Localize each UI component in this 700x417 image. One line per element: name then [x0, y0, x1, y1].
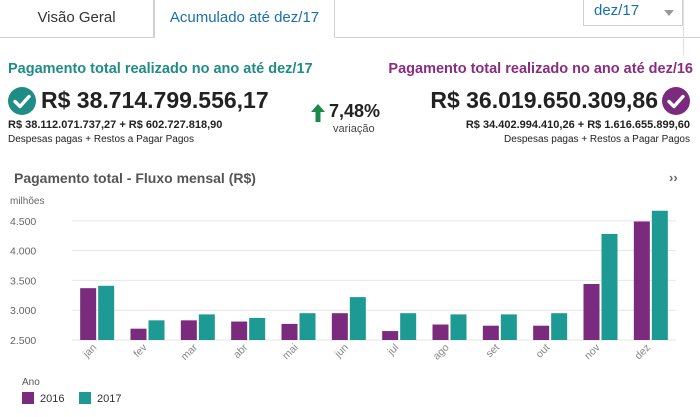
tab-bar: Visão Geral Acumulado até dez/17 — [0, 0, 700, 38]
bar-2017-jul — [400, 313, 417, 340]
y-tick-label: 4.000 — [10, 246, 36, 258]
legend-swatch — [22, 392, 34, 404]
bar-2016-out — [533, 325, 550, 340]
bar-2016-fev — [130, 328, 147, 340]
current-title: Pagamento total realizado no ano até dez… — [8, 61, 313, 77]
bar-2017-set — [500, 314, 517, 340]
period-select-value: dez/17 — [594, 2, 640, 19]
x-tick-label: set — [484, 342, 502, 360]
bar-2017-jan — [98, 285, 115, 340]
tab-divider — [0, 37, 700, 38]
legend-label: 2017 — [97, 393, 122, 405]
bar-2016-jan — [80, 288, 97, 340]
x-tick-label: jun — [332, 342, 351, 361]
x-tick-label: mar — [179, 341, 201, 363]
x-tick-label: jul — [385, 342, 402, 359]
legend-item-2017[interactable]: 2017 — [79, 392, 121, 405]
current-breakdown-label: Despesas pagas + Restos a Pagar Pagos — [8, 134, 194, 145]
bar-2016-jun — [331, 313, 348, 340]
bar-2017-jun — [349, 297, 366, 340]
y-tick-label: 3.000 — [10, 305, 36, 317]
check-icon — [8, 87, 36, 115]
previous-total: R$ 36.019.650.309,86 — [430, 87, 658, 113]
bar-2017-ago — [450, 314, 467, 340]
legend-item-2016[interactable]: 2016 — [22, 392, 64, 405]
bar-2016-jul — [382, 331, 399, 340]
y-axis-label: milhões — [10, 196, 44, 207]
legend-swatch — [79, 392, 91, 404]
tab-visao-geral[interactable]: Visão Geral — [0, 0, 154, 38]
bar-2016-dez — [633, 221, 650, 340]
variation-value: 7,48% — [329, 101, 381, 121]
x-tick-label: abr — [231, 341, 251, 361]
tab-acumulado[interactable]: Acumulado até dez/17 — [154, 0, 335, 38]
previous-breakdown: R$ 34.402.994.410,26 + R$ 1.616.655.899,… — [465, 119, 690, 131]
bar-2017-dez — [651, 210, 668, 340]
chart-title: Pagamento total - Fluxo mensal (R$) — [14, 170, 256, 186]
x-tick-label: fev — [131, 341, 150, 360]
divider — [683, 0, 684, 55]
bar-2016-set — [482, 325, 499, 340]
x-tick-label: dez — [632, 342, 652, 362]
y-tick-label: 4.500 — [10, 216, 36, 228]
chevron-right-icon[interactable]: ›› — [669, 170, 678, 185]
current-breakdown: R$ 38.112.071.737,27 + R$ 602.727.818,90 — [8, 119, 223, 131]
bar-2016-mai — [281, 323, 298, 340]
previous-title: Pagamento total realizado no ano até dez… — [388, 61, 693, 77]
legend-title: Ano — [22, 377, 40, 388]
x-tick-label: out — [533, 342, 552, 361]
x-tick-label: mai — [280, 342, 300, 362]
bar-2017-fev — [148, 320, 165, 340]
bar-2017-mar — [198, 314, 215, 340]
bar-2017-abr — [249, 317, 266, 340]
monthly-flow-chart: milhões 2.500 3.000 3.500 4.000 4.500 jan fev ma… — [10, 196, 676, 363]
x-tick-label: ago — [431, 342, 452, 363]
arrow-up-icon — [311, 104, 325, 122]
bar-2016-abr — [231, 321, 248, 340]
period-select[interactable]: dez/17 — [583, 0, 683, 26]
bar-2017-mai — [299, 313, 316, 340]
current-total: R$ 38.714.799.556,17 — [41, 87, 269, 113]
variation-label: variação — [333, 123, 375, 135]
chevron-down-icon — [664, 10, 674, 16]
y-tick-label: 2.500 — [10, 335, 36, 347]
previous-breakdown-label: Despesas pagas + Restos a Pagar Pagos — [504, 134, 690, 145]
bar-2016-nov — [583, 284, 600, 340]
bar-2016-ago — [432, 324, 449, 340]
bar-2017-out — [551, 313, 568, 340]
check-icon — [662, 87, 690, 115]
y-tick-label: 3.500 — [10, 275, 36, 287]
bar-2017-nov — [601, 233, 618, 340]
bar-2016-mar — [180, 320, 197, 340]
legend-label: 2016 — [40, 393, 65, 405]
x-tick-label: nov — [582, 341, 603, 362]
x-tick-label: jan — [80, 342, 99, 361]
